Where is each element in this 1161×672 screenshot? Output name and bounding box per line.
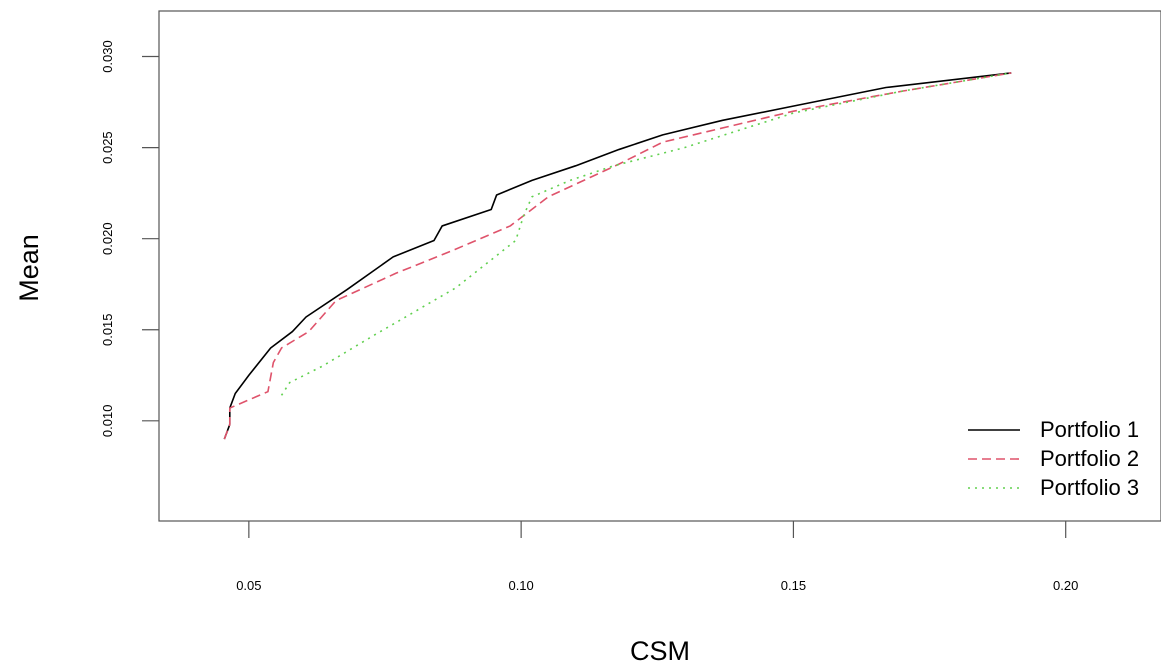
x-tick-label: 0.20 — [1053, 578, 1078, 593]
x-axis: 0.05 0.10 0.15 0.20 — [236, 521, 1078, 593]
series-line-portfolio-3 — [280, 72, 1012, 396]
series-line-portfolio-1 — [223, 72, 1012, 440]
legend: Portfolio 1 Portfolio 2 Portfolio 3 — [968, 417, 1139, 500]
x-tick-label: 0.05 — [236, 578, 261, 593]
x-axis-title: CSM — [630, 636, 690, 666]
y-tick-label: 0.025 — [100, 131, 115, 164]
plot-frame — [158, 10, 1161, 522]
series-line-portfolio-2 — [223, 72, 1012, 440]
legend-label-portfolio-1: Portfolio 1 — [1040, 417, 1139, 442]
legend-label-portfolio-3: Portfolio 3 — [1040, 475, 1139, 500]
y-tick-label: 0.030 — [100, 40, 115, 73]
y-tick-label: 0.015 — [100, 313, 115, 346]
legend-label-portfolio-2: Portfolio 2 — [1040, 446, 1139, 471]
x-tick-label: 0.15 — [781, 578, 806, 593]
y-axis: 0.010 0.015 0.020 0.025 0.030 — [100, 40, 159, 437]
y-tick-label: 0.010 — [100, 405, 115, 438]
y-axis-title: Mean — [14, 234, 44, 302]
series-layer — [223, 72, 1012, 440]
x-tick-label: 0.10 — [508, 578, 533, 593]
y-tick-label: 0.020 — [100, 222, 115, 255]
